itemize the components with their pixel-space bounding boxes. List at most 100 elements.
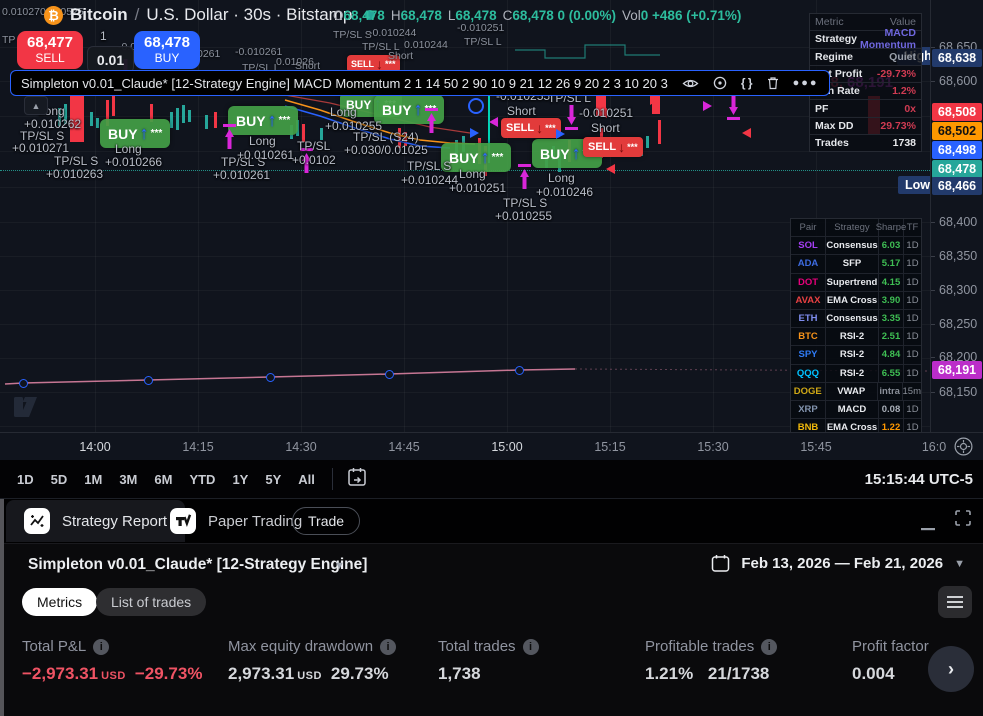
- stat-value-unit: USD: [297, 670, 322, 682]
- stat-label: Profitable trades i: [645, 638, 778, 655]
- price-scale[interactable]: 68,650 68,600 68,400 68,350 68,300 68,250 68,2…: [930, 0, 983, 432]
- time-tick-label: 15:15: [594, 440, 626, 454]
- view-list-of-trades-pill[interactable]: List of trades: [96, 588, 207, 616]
- grid-line-vertical: [610, 0, 611, 432]
- sell-label: SELL: [35, 51, 65, 65]
- pair-table-row[interactable]: SPY RSI-2 4.84 1D: [791, 345, 921, 364]
- delete-icon[interactable]: [767, 76, 779, 90]
- range-1y[interactable]: 1Y: [232, 471, 249, 487]
- pair-table-row[interactable]: SOL Consensus 6.03 1D: [791, 236, 921, 255]
- tradingview-watermark: [14, 397, 37, 417]
- report-menu-button[interactable]: [938, 586, 972, 618]
- price-badge: 68,466: [932, 177, 982, 195]
- range-5d[interactable]: 5D: [50, 471, 68, 487]
- sell-quote-button[interactable]: 68,477 SELL: [17, 31, 83, 69]
- info-icon[interactable]: i: [522, 638, 539, 655]
- report-title-row: Simpleton v0.01_Claude* [12-Strategy Eng…: [0, 546, 983, 584]
- price-tick-label: 68,400: [939, 215, 978, 229]
- pair-table-row[interactable]: BTC RSI-2 2.51 1D: [791, 327, 921, 346]
- buy-quote-button[interactable]: 68,478 BUY: [134, 31, 200, 69]
- ohlc-key: C: [502, 8, 513, 23]
- pair-table-row[interactable]: AVAX EMA Cross 3.90 1D: [791, 290, 921, 309]
- ohlc-key: L: [447, 8, 456, 23]
- settings-icon[interactable]: [713, 76, 727, 90]
- report-title[interactable]: Simpleton v0.01_Claude* [12-Strategy Eng…: [28, 556, 368, 573]
- tab-strategy-report[interactable]: Strategy Report: [6, 500, 186, 542]
- range-1d[interactable]: 1D: [17, 471, 34, 487]
- info-icon[interactable]: i: [761, 638, 778, 655]
- chart-annotation-label: 1: [100, 29, 107, 43]
- metric-value: 29.73%: [880, 119, 916, 132]
- strategy-legend-pill[interactable]: Simpleton v0.01_Claude* [12-Strategy Eng…: [10, 70, 830, 96]
- go-to-date-icon[interactable]: [347, 466, 367, 493]
- pair-strategy: EMA Cross: [826, 291, 879, 309]
- info-icon[interactable]: i: [93, 638, 110, 655]
- tab-paper-trading[interactable]: Paper Trading: [152, 500, 320, 542]
- pair-timeframe: 1D: [906, 349, 919, 361]
- range-1m[interactable]: 1M: [84, 471, 103, 487]
- info-icon[interactable]: i: [380, 638, 397, 655]
- ohlc-value: 68,478: [400, 8, 442, 23]
- chart-annotation-label: TP: [2, 34, 16, 46]
- pair-table-row[interactable]: XRP MACD 0.08 1D: [791, 399, 921, 419]
- next-stats-button[interactable]: ›: [928, 646, 974, 692]
- grid-line-vertical: [95, 0, 96, 432]
- grid-line-vertical: [198, 0, 199, 432]
- metric-value: 1738: [892, 137, 916, 150]
- grid-line-horizontal: [0, 256, 930, 257]
- chart-annotation-label: -0.010251: [579, 106, 634, 120]
- pair-table-row[interactable]: DOT Supertrend 4.15 1D: [791, 272, 921, 291]
- tp-sl-arrow-marker: [222, 124, 237, 155]
- clock-utc[interactable]: 15:15:44 UTC-5: [864, 470, 973, 488]
- tp-sl-arrow-marker: [299, 148, 314, 179]
- stat-label: Max equity drawdown i: [228, 638, 397, 655]
- pair-table-row[interactable]: BNB EMA Cross 1.22 1D: [791, 418, 921, 432]
- red-arrow: [742, 128, 751, 138]
- symbol-title[interactable]: ₿ Bitcoin / U.S. Dollar · 30s · Bitstamp: [44, 5, 376, 25]
- time-axis[interactable]: 14:00 14:15 14:30 14:45 15:00 15:15 15:30 15:45…: [0, 432, 983, 461]
- volume-label: Vol: [622, 8, 641, 23]
- collapse-legend-button[interactable]: ▲: [24, 96, 48, 115]
- pair-table-row[interactable]: QQQ RSI-2 6.55 1D: [791, 363, 921, 382]
- pair-strategy: EMA Cross: [826, 419, 879, 432]
- more-options-icon[interactable]: ●●●: [792, 77, 819, 89]
- symbol-separator: /: [134, 5, 140, 24]
- price-tick-label: 68,300: [939, 283, 978, 297]
- price-tick-label: 68,200: [939, 350, 978, 364]
- minimize-panel-icon[interactable]: [921, 518, 935, 536]
- range-6m[interactable]: 6M: [154, 471, 173, 487]
- view-metrics-pill[interactable]: Metrics: [22, 588, 98, 616]
- range-all[interactable]: All: [298, 471, 315, 487]
- chevron-down-icon[interactable]: ▼: [334, 560, 345, 572]
- stat-value: 0.004: [852, 664, 929, 684]
- range-5y[interactable]: 5Y: [265, 471, 282, 487]
- range-3m[interactable]: 3M: [119, 471, 138, 487]
- chart-annotation-label: Long: [330, 105, 357, 119]
- pair-table-row[interactable]: ADA SFP 5.17 1D: [791, 254, 921, 273]
- pair-symbol: QQQ: [791, 364, 826, 382]
- source-code-icon[interactable]: { }: [740, 76, 753, 90]
- chart-annotation-label: TP/SL S: [407, 159, 452, 173]
- metrics-table-row: Trades 1738: [810, 134, 921, 151]
- chart-annotation-label: +0.030/0.01025: [344, 143, 428, 157]
- eye-icon[interactable]: [682, 77, 699, 90]
- chart-area[interactable]: ₿ Bitcoin / U.S. Dollar · 30s · Bitstamp…: [0, 0, 983, 432]
- range-toolbar: 1D 5D 1M 3M 6M YTD 1Y 5Y All 15:15:44 UTC-5: [0, 460, 983, 499]
- ohlc-value: 68,478: [512, 8, 554, 23]
- trade-button[interactable]: Trade: [292, 507, 361, 535]
- metrics-table-row: Regime Quiet: [810, 47, 921, 65]
- chart-annotation-label: -0.010244: [369, 27, 417, 39]
- date-range-picker[interactable]: Feb 13, 2026 — Feb 21, 2026 ▼: [711, 554, 965, 573]
- chart-annotation-label: TP/SL S: [20, 129, 65, 143]
- panel-edge-strip: [0, 498, 4, 716]
- price-tick-label: 68,250: [939, 317, 978, 331]
- buy-marker: BUY↑***: [228, 106, 299, 135]
- pair-table-row[interactable]: DOGE VWAP intra 15m: [791, 381, 921, 400]
- maximize-panel-icon[interactable]: [955, 510, 971, 531]
- range-ytd[interactable]: YTD: [189, 471, 216, 487]
- pair-header-cell: Strategy: [826, 219, 879, 237]
- axis-settings-gear-icon[interactable]: [954, 437, 973, 461]
- quantity-field[interactable]: 0.01: [87, 46, 134, 73]
- pair-timeframe: 1D: [906, 403, 919, 415]
- pair-table-row[interactable]: ETH Consensus 3.35 1D: [791, 308, 921, 328]
